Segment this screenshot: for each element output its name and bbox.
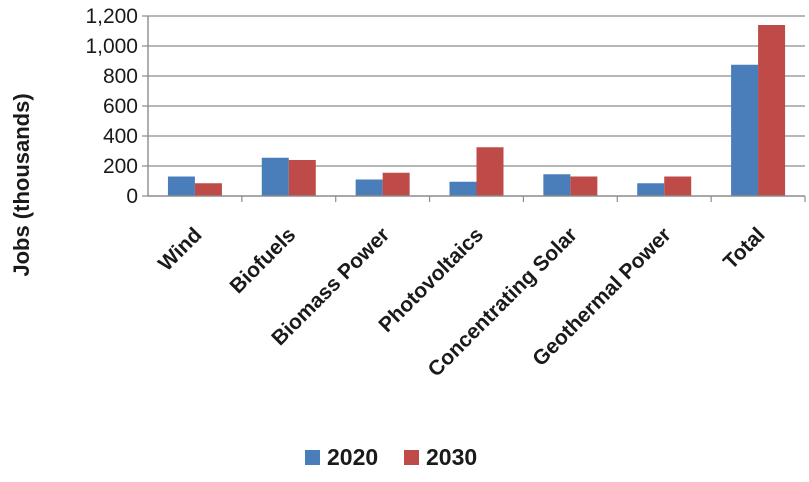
x-tick-label: Biofuels — [225, 223, 300, 298]
legend-label: 2020 — [327, 444, 378, 470]
bar-2020-total — [731, 64, 759, 196]
x-tick-label: Total — [719, 223, 770, 274]
y-axis-title: Jobs (thousands) — [9, 93, 34, 276]
bar-2030-geothermal-power — [664, 176, 692, 196]
bar-2020-photovoltaics — [449, 181, 477, 196]
y-tick-label: 400 — [103, 125, 138, 148]
bar-2020-biofuels — [261, 157, 289, 196]
y-tick-label: 800 — [103, 65, 138, 88]
y-tick-label: 600 — [103, 95, 138, 118]
bar-2030-concentrating-solar — [570, 176, 598, 196]
y-tick-label: 1,000 — [85, 35, 138, 58]
legend-swatch — [305, 450, 320, 465]
bar-2020-geothermal-power — [637, 183, 665, 196]
bar-2020-concentrating-solar — [543, 174, 571, 196]
bar-2030-biofuels — [288, 160, 316, 196]
x-tick-label: Wind — [154, 223, 206, 275]
y-tick-label: 0 — [126, 185, 138, 208]
bar-2030-wind — [194, 183, 222, 196]
legend-swatch — [404, 450, 419, 465]
bar-2020-biomass-power — [355, 179, 383, 196]
legend-label: 2030 — [426, 444, 477, 470]
bar-2030-photovoltaics — [476, 147, 504, 196]
bar-2030-biomass-power — [382, 172, 410, 196]
y-tick-label: 200 — [103, 155, 138, 178]
legend: 2020 2030 — [305, 444, 477, 470]
y-tick-label: 1,200 — [85, 5, 138, 28]
bar-2030-total — [758, 25, 786, 196]
y-axis-ticks: 0 200 400 600 800 1,000 1,200 — [85, 5, 148, 208]
axes — [147, 16, 806, 202]
bars — [167, 25, 786, 196]
gridlines — [148, 15, 805, 167]
bar-2020-wind — [167, 176, 195, 196]
